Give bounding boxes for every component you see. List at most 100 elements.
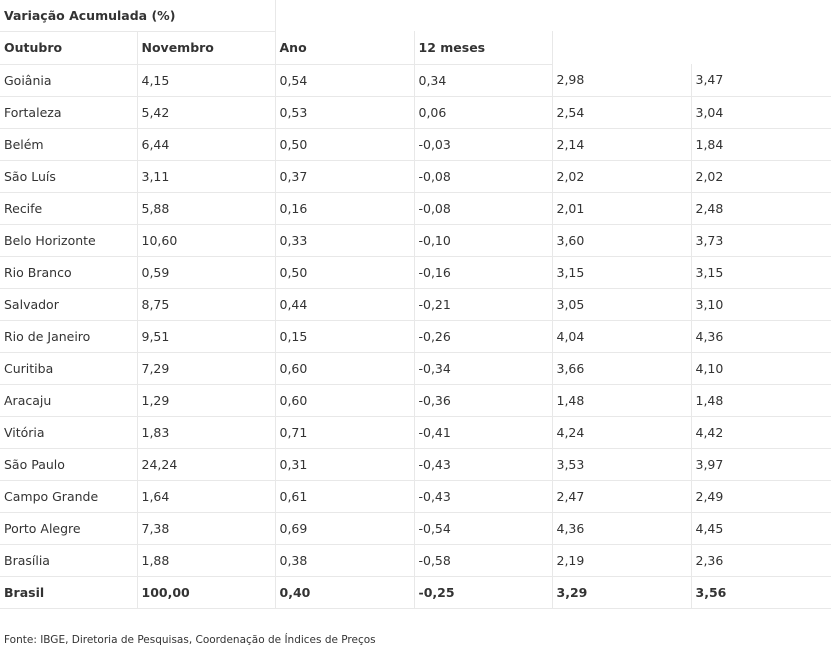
table-title-row: Variação Acumulada (%) xyxy=(0,0,831,32)
table-cell: 1,83 xyxy=(137,416,276,449)
table-cell: 4,24 xyxy=(552,416,692,449)
table-cell: 4,36 xyxy=(552,512,692,545)
table-row: São Luís 3,11 0,37 -0,08 2,02 2,02 xyxy=(0,160,831,193)
table-cell: 0,06 xyxy=(414,96,553,129)
table-cell: 0,34 xyxy=(414,64,553,97)
row-label: Curitiba xyxy=(0,352,138,385)
total-row: Brasil 100,00 0,40 -0,25 3,29 3,56 xyxy=(0,576,831,609)
table-title: Variação Acumulada (%) xyxy=(0,0,276,32)
table-cell: 1,84 xyxy=(691,128,831,161)
table-cell: 0,71 xyxy=(275,416,415,449)
table-body: Variação Acumulada (%) Outubro Novembro … xyxy=(0,0,831,609)
table-row: Porto Alegre 7,38 0,69 -0,54 4,36 4,45 xyxy=(0,512,831,545)
table-row: Rio Branco 0,59 0,50 -0,16 3,15 3,15 xyxy=(0,256,831,289)
row-label: Fortaleza xyxy=(0,96,138,129)
table-cell: 10,60 xyxy=(137,224,276,257)
table-cell: -0,16 xyxy=(414,256,553,289)
table-cell: 1,64 xyxy=(137,480,276,513)
row-label: Goiânia xyxy=(0,64,138,97)
table-row: Fortaleza 5,42 0,53 0,06 2,54 3,04 xyxy=(0,96,831,129)
table-cell: 0,15 xyxy=(275,320,415,353)
table-cell: 3,73 xyxy=(691,224,831,257)
table-cell: 0,50 xyxy=(275,128,415,161)
total-cell: 3,56 xyxy=(691,576,831,609)
table-cell: 3,05 xyxy=(552,288,692,321)
row-label: Brasília xyxy=(0,544,138,577)
table-cell: 2,14 xyxy=(552,128,692,161)
table-row: Goiânia 4,15 0,54 0,34 2,98 3,47 xyxy=(0,64,831,97)
table-row: Curitiba 7,29 0,60 -0,34 3,66 4,10 xyxy=(0,352,831,385)
table-row: São Paulo 24,24 0,31 -0,43 3,53 3,97 xyxy=(0,448,831,481)
table-row: Recife 5,88 0,16 -0,08 2,01 2,48 xyxy=(0,192,831,225)
row-label: Belo Horizonte xyxy=(0,224,138,257)
table-cell: 2,48 xyxy=(691,192,831,225)
row-label: Aracaju xyxy=(0,384,138,417)
data-table: Variação Acumulada (%) Outubro Novembro … xyxy=(0,0,831,609)
table-cell: -0,58 xyxy=(414,544,553,577)
table-cell: 0,50 xyxy=(275,256,415,289)
table-cell: 1,29 xyxy=(137,384,276,417)
table-cell: 7,38 xyxy=(137,512,276,545)
table-cell: 0,54 xyxy=(275,64,415,97)
table-cell: 0,59 xyxy=(137,256,276,289)
table-cell: -0,21 xyxy=(414,288,553,321)
row-label: Recife xyxy=(0,192,138,225)
table-cell: 1,48 xyxy=(691,384,831,417)
row-label: Rio Branco xyxy=(0,256,138,289)
table-cell: 4,04 xyxy=(552,320,692,353)
total-cell: 3,29 xyxy=(552,576,692,609)
table-cell: -0,36 xyxy=(414,384,553,417)
table-cell: 3,04 xyxy=(691,96,831,129)
header-row-spacer xyxy=(552,31,831,64)
table-cell: 0,33 xyxy=(275,224,415,257)
table-cell: 2,19 xyxy=(552,544,692,577)
table-cell: -0,43 xyxy=(414,448,553,481)
table-cell: 0,60 xyxy=(275,352,415,385)
table-row: Belo Horizonte 10,60 0,33 -0,10 3,60 3,73 xyxy=(0,224,831,257)
table-cell: 3,10 xyxy=(691,288,831,321)
table-cell: 5,42 xyxy=(137,96,276,129)
table-cell: -0,34 xyxy=(414,352,553,385)
column-header-12-meses: 12 meses xyxy=(414,31,553,65)
table-cell: 3,97 xyxy=(691,448,831,481)
row-label: Belém xyxy=(0,128,138,161)
row-label: São Paulo xyxy=(0,448,138,481)
row-label: Campo Grande xyxy=(0,480,138,513)
table-row: Vitória 1,83 0,71 -0,41 4,24 4,42 xyxy=(0,416,831,449)
column-header-novembro: Novembro xyxy=(137,31,276,65)
table-cell: 2,54 xyxy=(552,96,692,129)
table-cell: 0,60 xyxy=(275,384,415,417)
table-cell: 8,75 xyxy=(137,288,276,321)
total-cell: 100,00 xyxy=(137,576,276,609)
table-cell: -0,41 xyxy=(414,416,553,449)
table-cell: -0,08 xyxy=(414,192,553,225)
table-cell: 4,36 xyxy=(691,320,831,353)
table-row: Aracaju 1,29 0,60 -0,36 1,48 1,48 xyxy=(0,384,831,417)
row-label: Rio de Janeiro xyxy=(0,320,138,353)
total-label: Brasil xyxy=(0,576,138,609)
table-cell: -0,26 xyxy=(414,320,553,353)
table-cell: 0,69 xyxy=(275,512,415,545)
table-cell: 2,01 xyxy=(552,192,692,225)
table-cell: 0,38 xyxy=(275,544,415,577)
source-footnote: Fonte: IBGE, Diretoria de Pesquisas, Coo… xyxy=(4,634,376,646)
table-row: Belém 6,44 0,50 -0,03 2,14 1,84 xyxy=(0,128,831,161)
table-cell: 3,60 xyxy=(552,224,692,257)
table-cell: -0,03 xyxy=(414,128,553,161)
table-cell: -0,10 xyxy=(414,224,553,257)
table-cell: -0,43 xyxy=(414,480,553,513)
row-label: Porto Alegre xyxy=(0,512,138,545)
table-cell: 6,44 xyxy=(137,128,276,161)
table-cell: 0,44 xyxy=(275,288,415,321)
table-cell: 2,98 xyxy=(552,64,692,97)
row-label: São Luís xyxy=(0,160,138,193)
total-cell: 0,40 xyxy=(275,576,415,609)
table-cell: 0,16 xyxy=(275,192,415,225)
table-cell: 3,53 xyxy=(552,448,692,481)
table-row: Rio de Janeiro 9,51 0,15 -0,26 4,04 4,36 xyxy=(0,320,831,353)
table-cell: 3,47 xyxy=(691,64,831,97)
column-header-ano: Ano xyxy=(275,31,415,65)
table-cell: 0,37 xyxy=(275,160,415,193)
table-cell: 2,49 xyxy=(691,480,831,513)
